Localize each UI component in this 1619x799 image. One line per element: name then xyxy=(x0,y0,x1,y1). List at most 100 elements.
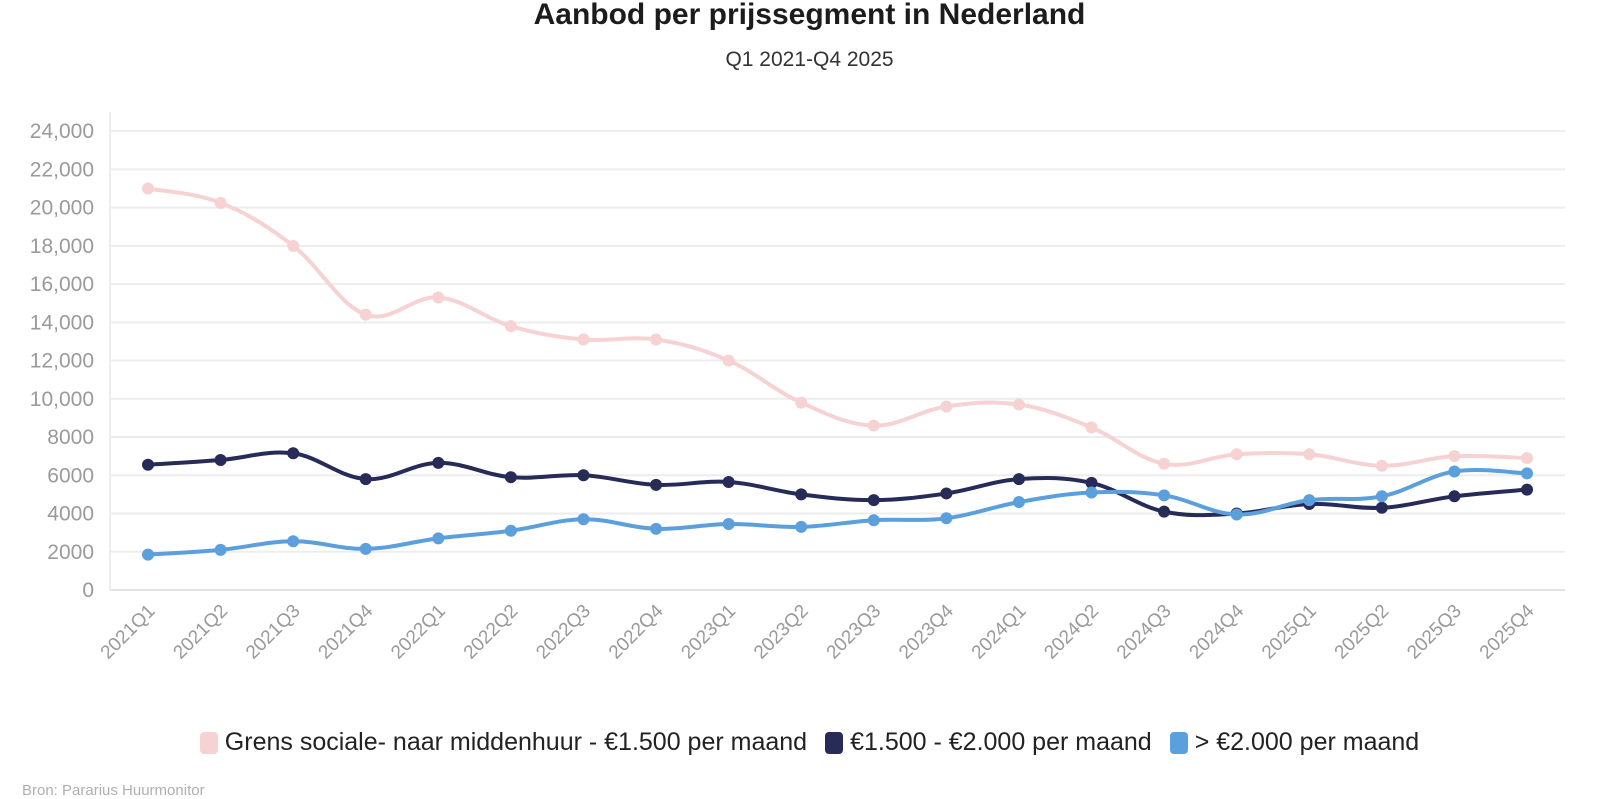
legend-item-social-mid[interactable]: Grens sociale- naar middenhuur - €1.500 … xyxy=(199,728,808,757)
y-tick-label: 24,000 xyxy=(30,120,94,143)
series-above-2000-point[interactable] xyxy=(577,513,590,526)
series-social-mid xyxy=(142,182,1533,472)
series-above-2000-point[interactable] xyxy=(1230,508,1243,521)
series-social-mid-point[interactable] xyxy=(1012,398,1025,411)
series-1500-2000-point[interactable] xyxy=(722,475,735,488)
x-tick-label: 2021Q1 xyxy=(97,601,160,664)
series-above-2000-point[interactable] xyxy=(940,512,953,525)
x-tick-label: 2025Q1 xyxy=(1258,601,1321,664)
series-above-2000-point[interactable] xyxy=(432,532,445,545)
series-above-2000-point[interactable] xyxy=(142,548,154,561)
x-tick-label: 2022Q4 xyxy=(605,600,668,663)
x-tick-label: 2021Q4 xyxy=(315,600,378,663)
series-social-mid-point[interactable] xyxy=(359,308,372,321)
series-1500-2000-point[interactable] xyxy=(432,456,445,469)
x-tick-label: 2021Q3 xyxy=(242,601,305,664)
series-1500-2000-point[interactable] xyxy=(287,447,300,460)
series-social-mid-point[interactable] xyxy=(1375,459,1388,472)
series-social-mid-point[interactable] xyxy=(722,354,735,367)
series-1500-2000-point[interactable] xyxy=(1521,483,1533,496)
x-tick-label: 2025Q2 xyxy=(1331,601,1394,664)
x-tick-label: 2022Q1 xyxy=(387,601,450,664)
series-1500-2000-point[interactable] xyxy=(504,471,517,484)
y-tick-label: 20,000 xyxy=(30,197,94,220)
series-1500-2000-point[interactable] xyxy=(1085,476,1098,489)
series-social-mid-point[interactable] xyxy=(1230,448,1243,461)
series-above-2000-point[interactable] xyxy=(867,514,880,527)
y-tick-label: 4000 xyxy=(47,503,94,526)
series-social-mid-point[interactable] xyxy=(1448,450,1461,463)
series-1500-2000-point[interactable] xyxy=(1448,490,1461,503)
series-above-2000-point[interactable] xyxy=(1303,494,1316,507)
series-1500-2000-point[interactable] xyxy=(650,478,663,491)
y-tick-label: 14,000 xyxy=(30,311,94,334)
series-social-mid-point[interactable] xyxy=(795,396,808,409)
legend-label-social-mid: Grens sociale- naar middenhuur - €1.500 … xyxy=(224,728,808,756)
series-above-2000-point[interactable] xyxy=(359,542,372,555)
series-above-2000-point[interactable] xyxy=(1012,496,1025,509)
x-tick-label: 2024Q2 xyxy=(1040,601,1103,664)
legend: Grens sociale- naar middenhuur - €1.500 … xyxy=(0,728,1619,757)
series-above-2000-line xyxy=(146,467,1529,557)
series-above-2000 xyxy=(142,465,1533,561)
series-1500-2000-point[interactable] xyxy=(577,469,590,482)
series-1500-2000-point[interactable] xyxy=(795,488,808,501)
y-tick-label: 0 xyxy=(82,579,94,602)
series-social-mid-point[interactable] xyxy=(432,291,445,304)
series-above-2000-point[interactable] xyxy=(1158,489,1171,502)
series-social-mid-point[interactable] xyxy=(577,333,590,346)
series-1500-2000-point[interactable] xyxy=(867,494,880,507)
x-tick-label: 2023Q3 xyxy=(823,601,886,664)
series-social-mid-point[interactable] xyxy=(504,320,517,333)
legend-label-1500-2000: €1.500 - €2.000 per maand xyxy=(850,728,1152,756)
series-social-mid-point[interactable] xyxy=(1521,452,1533,465)
series-above-2000-point[interactable] xyxy=(1448,465,1461,478)
series-above-2000-point[interactable] xyxy=(504,524,517,537)
series-social-mid-point[interactable] xyxy=(867,419,880,432)
series-social-mid-point[interactable] xyxy=(142,182,154,195)
series-above-2000-point[interactable] xyxy=(650,522,663,535)
series-1500-2000-line xyxy=(146,450,1529,518)
y-tick-label: 12,000 xyxy=(30,350,94,373)
series-1500-2000-point[interactable] xyxy=(359,473,372,486)
series-social-mid-line xyxy=(146,186,1529,468)
chart-title: Aanbod per prijssegment in Nederland xyxy=(533,0,1086,31)
y-tick-label: 16,000 xyxy=(30,273,94,296)
series-1500-2000-point[interactable] xyxy=(940,487,953,500)
legend-label-above-2000: > €2.000 per maand xyxy=(1194,728,1420,756)
x-tick-label: 2022Q2 xyxy=(460,601,523,664)
x-tick-label: 2023Q1 xyxy=(677,601,740,664)
series-1500-2000-point[interactable] xyxy=(1158,505,1171,518)
series-above-2000-point[interactable] xyxy=(1085,486,1098,499)
legend-swatch-1500-2000 xyxy=(825,731,844,754)
legend-item-1500-2000[interactable]: €1.500 - €2.000 per maand xyxy=(825,728,1152,757)
series-1500-2000-point[interactable] xyxy=(1375,501,1388,514)
series-social-mid-point[interactable] xyxy=(1303,448,1316,461)
series-1500-2000-point[interactable] xyxy=(142,458,154,471)
series-above-2000-point[interactable] xyxy=(287,535,300,548)
series-social-mid-point[interactable] xyxy=(1158,457,1171,470)
series-above-2000-point[interactable] xyxy=(1375,490,1388,503)
series-above-2000-point[interactable] xyxy=(722,518,735,531)
line-chart: 0 2000 4000 6000 8000 10,000 12,000 14,000 16,00… xyxy=(30,112,1565,664)
series-1500-2000-point[interactable] xyxy=(214,453,227,466)
y-tick-label: 18,000 xyxy=(30,235,94,258)
series-above-2000-point[interactable] xyxy=(1521,467,1533,480)
x-tick-label: 2025Q4 xyxy=(1476,600,1539,663)
series-1500-2000 xyxy=(142,447,1533,520)
series-social-mid-point[interactable] xyxy=(940,400,953,413)
x-tick-label: 2024Q3 xyxy=(1113,601,1176,664)
legend-item-above-2000[interactable]: > €2.000 per maand xyxy=(1169,728,1420,757)
series-social-mid-point[interactable] xyxy=(650,333,663,346)
series-social-mid-point[interactable] xyxy=(287,239,300,252)
series-above-2000-point[interactable] xyxy=(795,520,808,533)
y-tick-label: 2000 xyxy=(47,541,94,564)
x-tick-label: 2024Q1 xyxy=(968,601,1031,664)
series-1500-2000-point[interactable] xyxy=(1012,473,1025,486)
series-social-mid-point[interactable] xyxy=(214,196,227,209)
series-layer xyxy=(142,182,1533,561)
series-social-mid-point[interactable] xyxy=(1085,421,1098,434)
x-tick-label: 2023Q4 xyxy=(895,600,958,663)
series-above-2000-point[interactable] xyxy=(214,543,227,556)
x-tick-label: 2022Q3 xyxy=(532,601,595,664)
